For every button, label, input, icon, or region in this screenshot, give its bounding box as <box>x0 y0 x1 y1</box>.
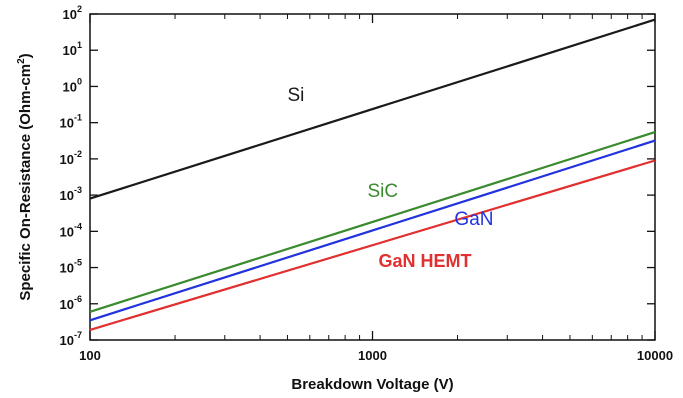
x-tick-label: 10000 <box>637 348 673 363</box>
x-tick-label: 1000 <box>358 348 387 363</box>
y-axis-title: Specific On-Resistance (Ohm-cm2) <box>16 53 34 300</box>
series-lines <box>89 18 656 331</box>
y-tick-label: 102 <box>63 4 82 22</box>
y-tick-labels: 102 101 100 10-1 10-2 10-3 10-4 10-5 10-6 10-7 <box>60 4 82 348</box>
series-labels: Si SiC GaN GaN HEMT <box>287 85 493 271</box>
series-line-gan <box>89 139 656 322</box>
y-tick-label: 10-5 <box>60 258 82 276</box>
y-tick-label: 10-2 <box>60 149 82 167</box>
plot-area-frame <box>89 13 656 341</box>
y-tick-label: 10-3 <box>60 185 82 203</box>
series-label-gan-hemt: GaN HEMT <box>378 251 471 271</box>
series-line-si <box>89 18 656 200</box>
x-tick-labels: 100 1000 10000 <box>79 348 673 363</box>
x-axis-title: Breakdown Voltage (V) <box>291 376 453 393</box>
y-tick-label: 10-4 <box>60 221 82 239</box>
y-tick-label: 10-6 <box>60 294 82 312</box>
x-tick-label: 100 <box>79 348 101 363</box>
series-line-sic <box>89 131 656 313</box>
y-tick-label: 100 <box>63 76 82 94</box>
y-tick-label: 10-1 <box>60 113 82 131</box>
series-label-gan: GaN <box>454 209 493 230</box>
series-label-si: Si <box>287 85 304 106</box>
major-ticks <box>89 13 656 341</box>
y-tick-label: 10-7 <box>60 330 82 348</box>
series-line-gan-hemt <box>89 159 656 331</box>
minor-ticks <box>174 14 643 340</box>
y-tick-label: 101 <box>63 40 82 58</box>
series-label-sic: SiC <box>367 181 398 202</box>
